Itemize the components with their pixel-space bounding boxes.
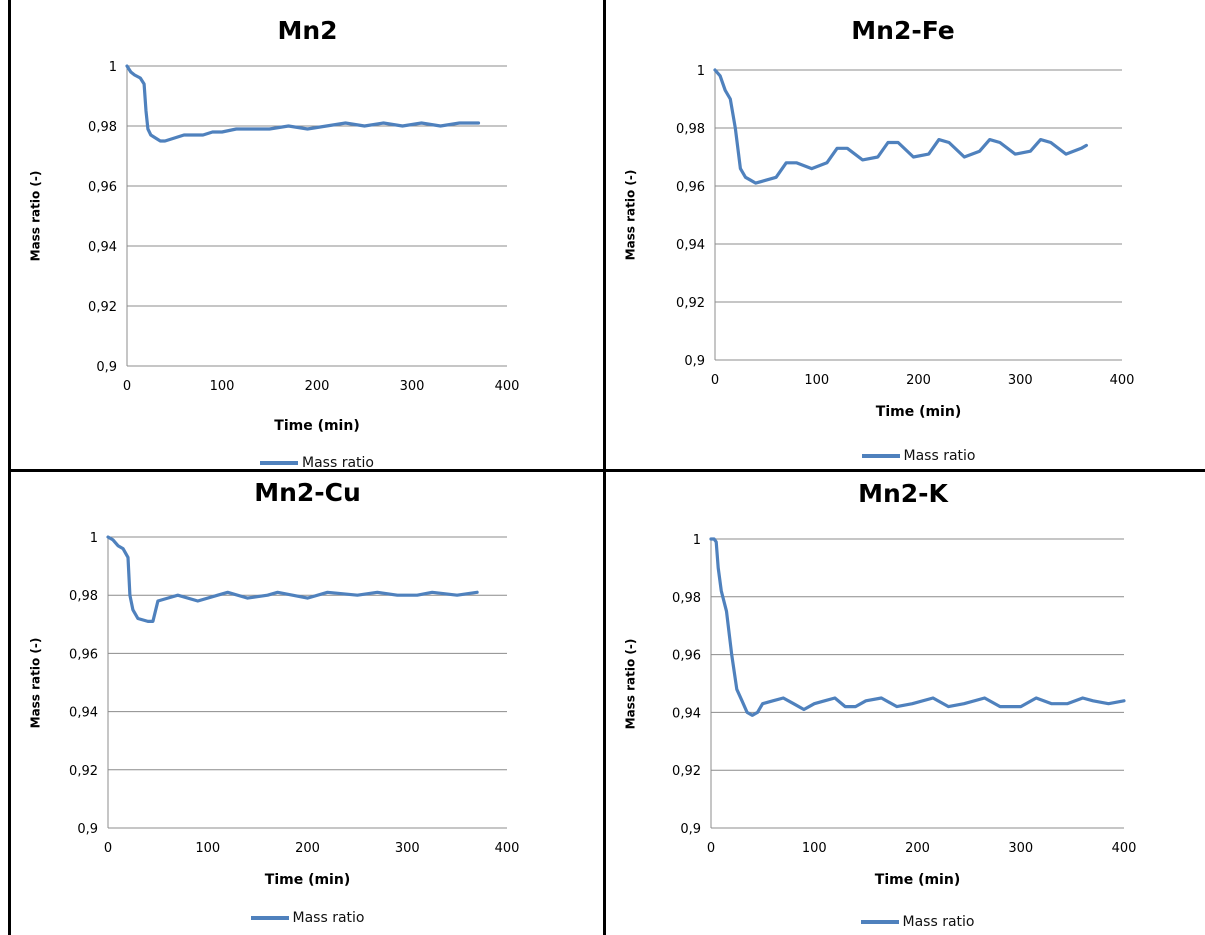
x-tick-label: 0 <box>123 379 131 394</box>
y-tick-label: 0,96 <box>69 647 98 662</box>
legend-label: Mass ratio <box>292 910 365 926</box>
legend-swatch <box>861 454 900 458</box>
plot-svg: 0,9 0,92 0,94 0,96 0,98 1 0 100 200 300 400 <box>69 531 520 856</box>
x-tick-label: 100 <box>802 841 827 856</box>
y-tick-label: 0,94 <box>672 706 701 721</box>
plot-svg: 0,9 0,92 0,94 0,96 0,98 1 0 100 200 300 400 <box>676 64 1135 388</box>
y-tick-label: 0,96 <box>676 180 705 195</box>
y-tick-label: 1 <box>697 64 705 79</box>
x-tick-label: 0 <box>707 841 715 856</box>
y-tick-label: 0,9 <box>96 360 117 375</box>
series-line-mass-ratio <box>709 537 1126 717</box>
grid-border-middle-vertical <box>603 0 606 935</box>
x-tick-label: 0 <box>711 373 719 388</box>
y-tick-label: 0,92 <box>672 764 701 779</box>
x-tick-label: 200 <box>906 373 931 388</box>
y-tick-label: 0,92 <box>88 300 117 315</box>
chart-title: Mn2-Fe <box>851 16 955 45</box>
y-axis-label: Mass ratio (-) <box>622 638 637 729</box>
legend-swatch <box>860 920 899 924</box>
x-tick-label: 300 <box>395 841 420 856</box>
legend-label: Mass ratio <box>302 455 374 471</box>
chart-panel: Mn2-Fe 0,9 0,92 0,94 0,96 0,98 1 0 100 200 300 400 M… <box>605 8 1201 470</box>
y-axis-label: Mass ratio (-) <box>27 637 42 728</box>
series-line-mass-ratio <box>125 64 481 143</box>
legend-label: Mass ratio <box>903 448 976 464</box>
series-line-mass-ratio <box>106 535 479 623</box>
y-tick-label: 0,94 <box>676 238 705 253</box>
chart-panel: Mn2-Cu 0,9 0,92 0,94 0,96 0,98 1 0 100 200 300 400 M… <box>10 470 605 935</box>
y-tick-label: 1 <box>90 531 98 546</box>
y-tick-label: 0,92 <box>69 764 98 779</box>
y-tick-label: 1 <box>693 533 701 548</box>
x-tick-label: 100 <box>804 373 829 388</box>
y-tick-label: 0,98 <box>88 120 117 135</box>
series-line-mass-ratio <box>713 68 1088 185</box>
y-tick-label: 0,9 <box>77 822 98 837</box>
x-tick-label: 300 <box>1008 841 1033 856</box>
x-tick-label: 300 <box>1008 373 1033 388</box>
chart-title: Mn2 <box>277 16 338 45</box>
grid-border-middle-horizontal <box>8 469 1205 472</box>
legend: Mass ratio <box>250 910 365 926</box>
y-tick-label: 0,94 <box>69 706 98 721</box>
chart-panel: Mn2 0,9 0,92 0,94 0,96 0,98 1 0 100 200 300 400 Mass… <box>10 8 605 471</box>
x-axis-label: Time (min) <box>875 404 962 420</box>
y-tick-label: 0,98 <box>676 122 705 137</box>
x-tick-label: 300 <box>400 379 425 394</box>
x-axis-label: Time (min) <box>274 418 360 434</box>
y-axis-label: Mass ratio (-) <box>622 169 637 261</box>
chart-panel: Mn2-K 0,9 0,92 0,94 0,96 0,98 1 0 100 200 300 400 Ma… <box>605 470 1201 935</box>
x-tick-label: 200 <box>905 841 930 856</box>
x-tick-label: 400 <box>1112 841 1137 856</box>
legend: Mass ratio <box>861 448 976 464</box>
x-tick-label: 400 <box>1110 373 1135 388</box>
grid-border-left <box>8 0 11 935</box>
x-axis-label: Time (min) <box>874 872 961 888</box>
y-tick-label: 0,9 <box>680 822 701 837</box>
legend: Mass ratio <box>260 455 374 471</box>
plot-svg: 0,9 0,92 0,94 0,96 0,98 1 0 100 200 300 400 <box>88 60 520 394</box>
y-tick-label: 0,92 <box>676 296 705 311</box>
chart-title: Mn2-K <box>858 479 948 508</box>
x-axis-label: Time (min) <box>264 872 351 888</box>
x-tick-label: 200 <box>305 379 330 394</box>
y-tick-label: 0,98 <box>69 589 98 604</box>
x-tick-label: 0 <box>104 841 112 856</box>
chart-title: Mn2-Cu <box>254 478 361 507</box>
y-tick-label: 0,9 <box>684 354 705 369</box>
legend-swatch <box>260 461 298 465</box>
x-tick-label: 200 <box>295 841 320 856</box>
y-tick-label: 0,96 <box>672 649 701 664</box>
y-tick-label: 0,98 <box>672 591 701 606</box>
x-tick-label: 400 <box>495 841 520 856</box>
plot-svg: 0,9 0,92 0,94 0,96 0,98 1 0 100 200 300 400 <box>672 533 1137 856</box>
y-tick-label: 1 <box>109 60 117 75</box>
x-tick-label: 100 <box>195 841 220 856</box>
legend: Mass ratio <box>860 914 975 930</box>
x-tick-label: 100 <box>210 379 235 394</box>
y-axis-label: Mass ratio (-) <box>27 170 42 262</box>
y-tick-label: 0,94 <box>88 240 117 255</box>
legend-swatch <box>250 916 289 920</box>
y-tick-label: 0,96 <box>88 180 117 195</box>
legend-label: Mass ratio <box>902 914 975 930</box>
x-tick-label: 400 <box>495 379 520 394</box>
